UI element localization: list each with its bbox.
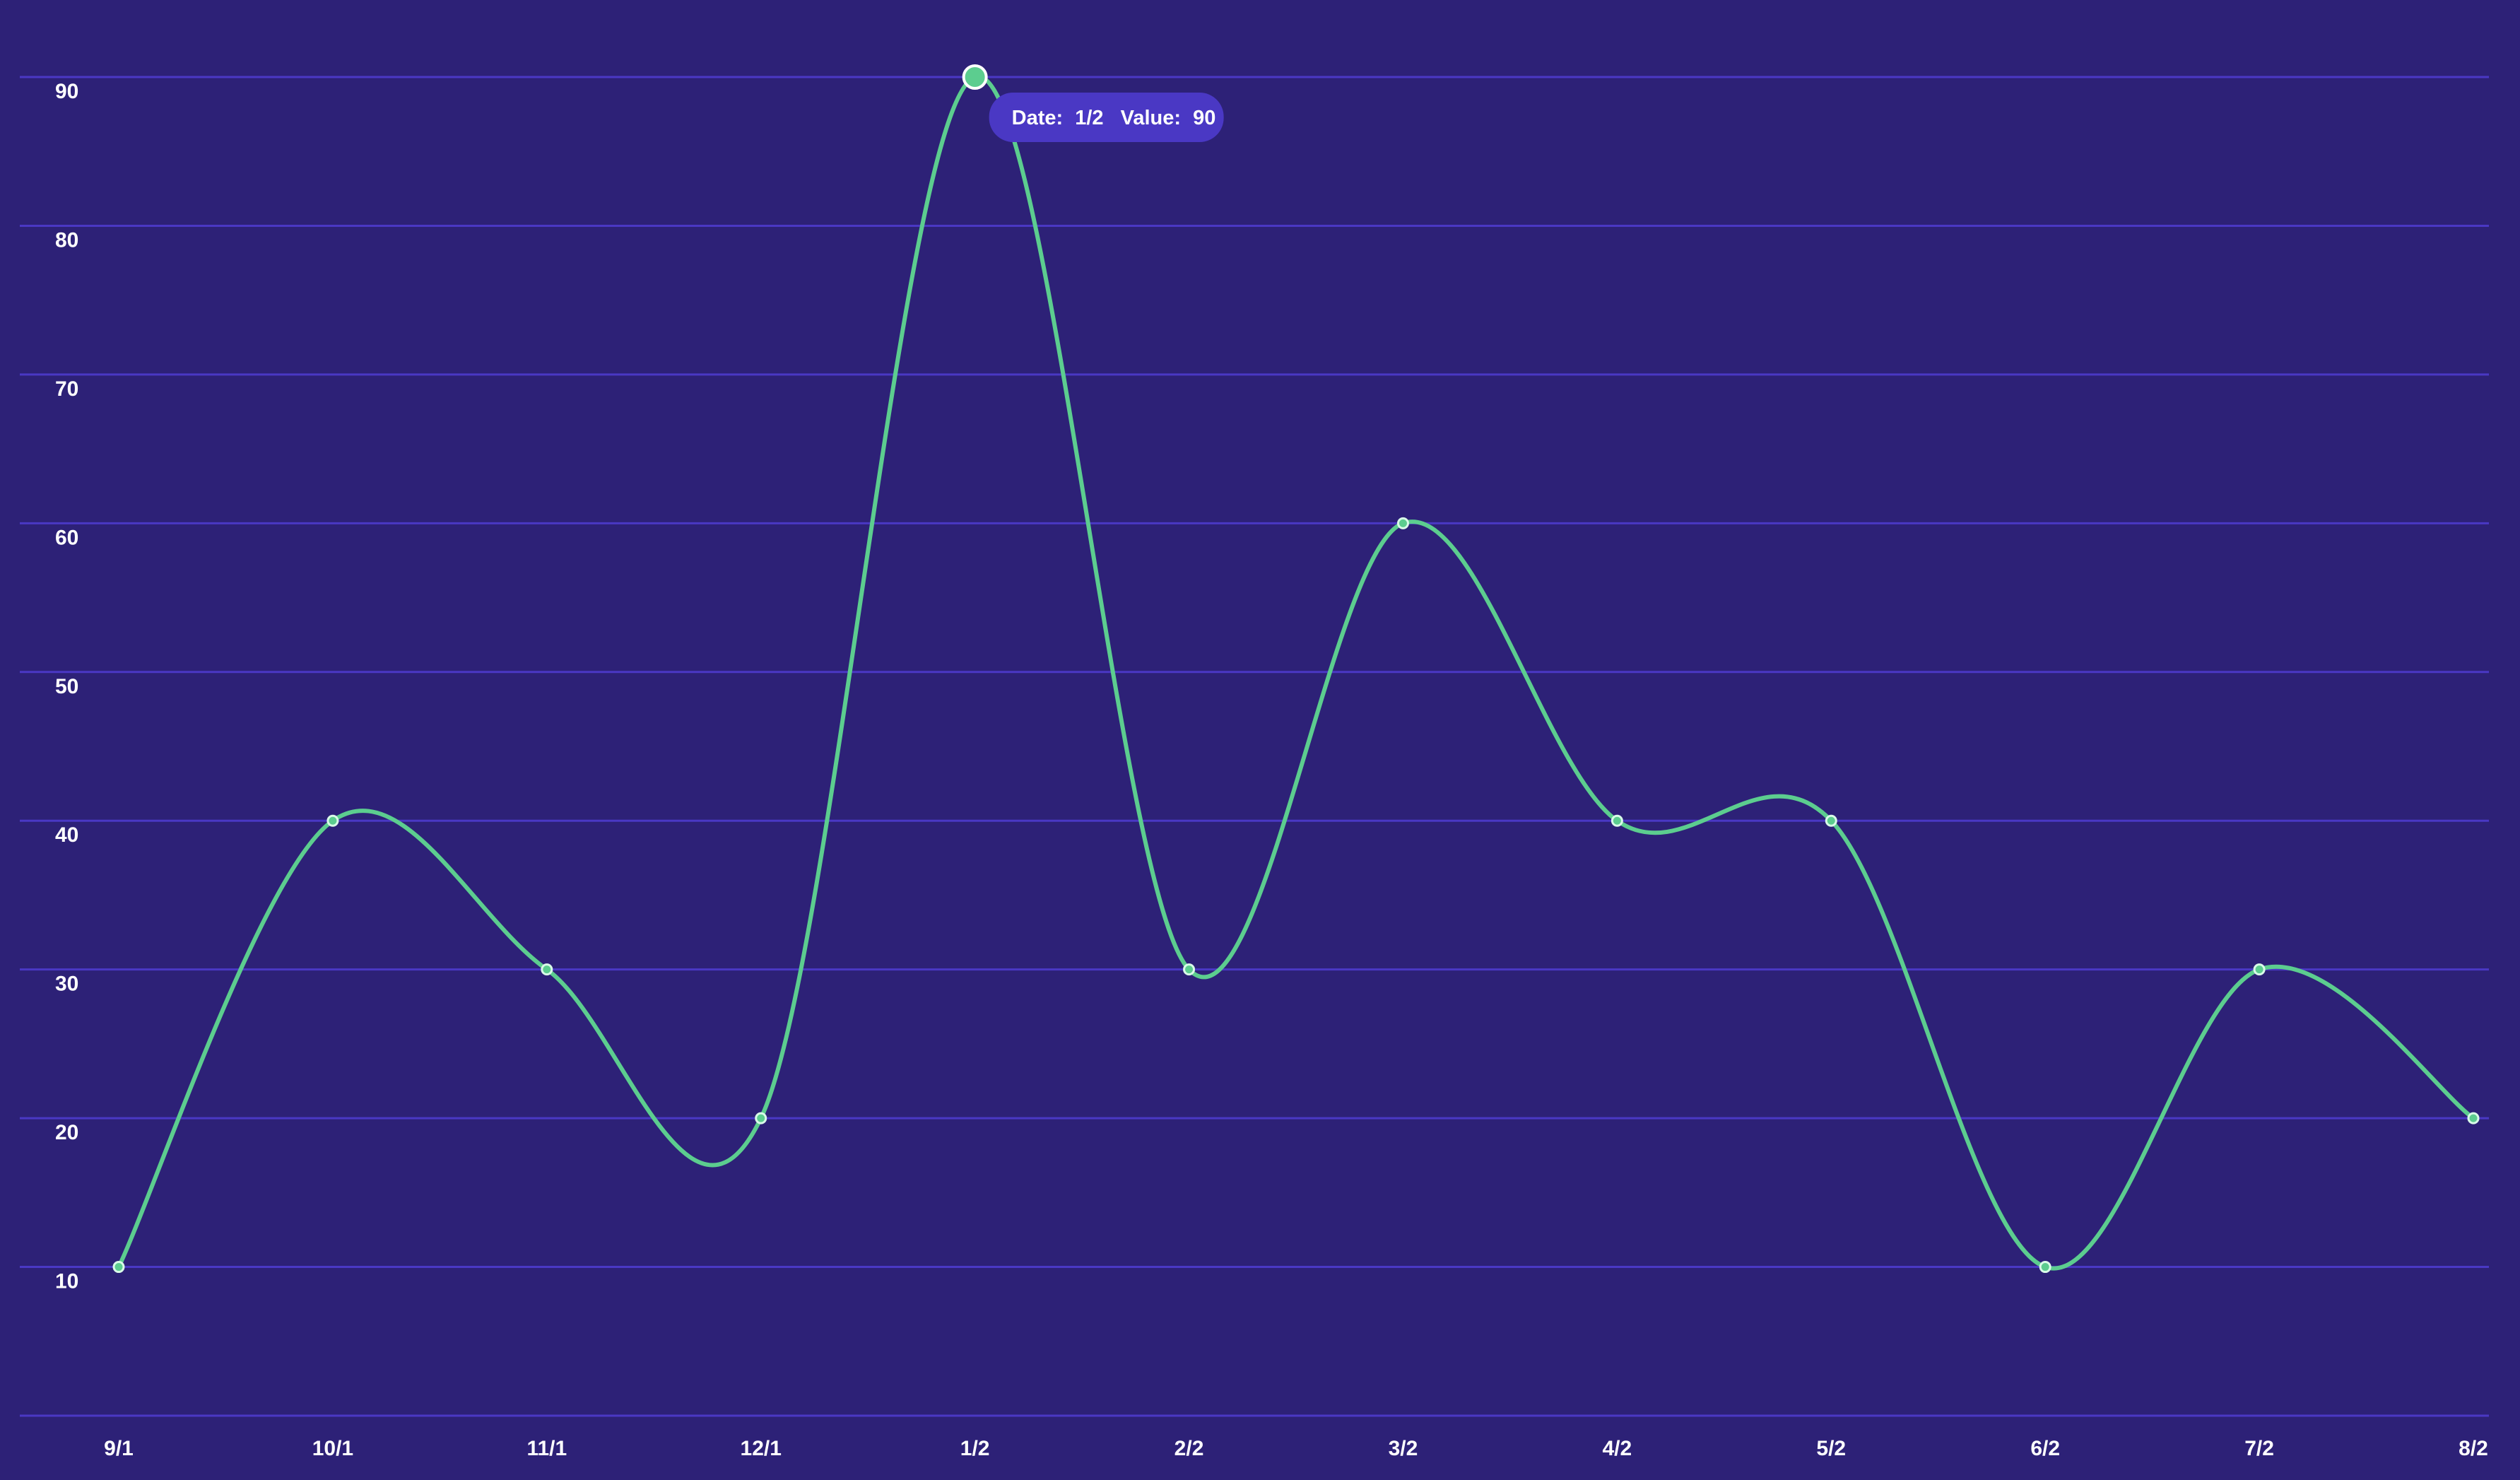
x-tick-label: 8/2 [2459, 1437, 2488, 1460]
x-tick-label: 5/2 [1816, 1437, 1846, 1460]
data-point[interactable] [1611, 814, 1623, 827]
y-tick-label: 20 [55, 1121, 78, 1144]
y-tick-label: 60 [55, 526, 78, 549]
data-point[interactable] [1183, 963, 1196, 976]
y-tick-label: 40 [55, 823, 78, 847]
x-tick-label: 7/2 [2244, 1437, 2274, 1460]
x-tick-label: 1/2 [960, 1437, 990, 1460]
x-tick-label: 4/2 [1603, 1437, 1632, 1460]
x-tick-label: 11/1 [526, 1437, 567, 1460]
data-point[interactable] [2467, 1112, 2480, 1124]
y-axis-ticks: 10 20 30 40 50 60 70 80 90 [55, 80, 78, 1293]
y-tick-label: 90 [55, 80, 78, 103]
data-point[interactable] [326, 814, 339, 827]
x-tick-label: 3/2 [1389, 1437, 1418, 1460]
y-tick-label: 80 [55, 228, 78, 252]
data-point[interactable] [1396, 517, 1409, 529]
y-tick-label: 50 [55, 675, 78, 698]
tooltip-value-label: Value: [1121, 107, 1181, 129]
tooltip-value-value: 90 [1193, 107, 1215, 129]
x-tick-label: 2/2 [1174, 1437, 1204, 1460]
x-tick-label: 6/2 [2030, 1437, 2060, 1460]
tooltip-date-label: Date: [1012, 107, 1064, 129]
tooltip-text: Date: 1/2 Value: 90 [1012, 107, 1216, 129]
x-tick-label: 10/1 [312, 1437, 353, 1460]
x-tick-label: 9/1 [104, 1437, 134, 1460]
grid-lines [20, 76, 2489, 1417]
tooltip-box [989, 93, 1224, 142]
y-tick-label: 70 [55, 377, 78, 401]
y-tick-label: 30 [55, 973, 78, 996]
x-tick-label: 12/1 [741, 1437, 782, 1460]
data-point-active[interactable] [962, 64, 988, 90]
data-point[interactable] [755, 1112, 767, 1124]
data-point[interactable] [112, 1261, 125, 1274]
tooltip: Date: 1/2 Value: 90 [989, 93, 1224, 142]
series-layer [112, 64, 2480, 1274]
data-point[interactable] [1825, 814, 1837, 827]
x-axis-ticks: 9/1 10/1 11/1 12/1 1/2 2/2 3/2 4/2 5/2 6/2 7/2 8/2 [104, 1437, 2488, 1460]
y-tick-label: 10 [55, 1270, 78, 1293]
tooltip-date-value: 1/2 [1075, 107, 1103, 129]
data-point[interactable] [2253, 963, 2266, 976]
data-point[interactable] [2039, 1261, 2051, 1274]
data-point[interactable] [541, 963, 553, 976]
